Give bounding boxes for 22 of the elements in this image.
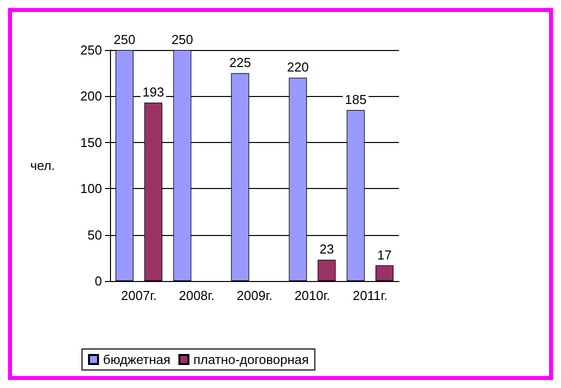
- x-tick-label: 2011г.: [352, 288, 388, 303]
- x-tick-label: 2010г.: [294, 288, 330, 303]
- y-tick-label: 50: [88, 227, 102, 242]
- data-label: 17: [377, 247, 392, 262]
- data-label: 250: [171, 32, 194, 47]
- legend-label: платно-договорная: [193, 352, 309, 367]
- y-tick-label: 100: [80, 181, 102, 196]
- y-axis-title: чел.: [30, 158, 55, 173]
- data-label: 220: [287, 60, 309, 75]
- data-label: 185: [344, 92, 367, 108]
- data-label: 193: [142, 84, 164, 100]
- y-tick-label: 200: [80, 88, 102, 104]
- y-tick-label: 150: [80, 134, 102, 150]
- x-tick-label: 2007г.: [121, 288, 157, 303]
- x-tick-label: 2008г.: [178, 288, 215, 303]
- y-tick-label: 0: [94, 274, 102, 288]
- data-label: 23: [319, 242, 334, 257]
- legend-label: бюджетная: [103, 352, 170, 367]
- y-tick-label: 250: [80, 42, 102, 58]
- data-label: 225: [229, 55, 251, 70]
- x-tick-label: 2009г.: [236, 288, 272, 303]
- data-label: 250: [114, 32, 136, 47]
